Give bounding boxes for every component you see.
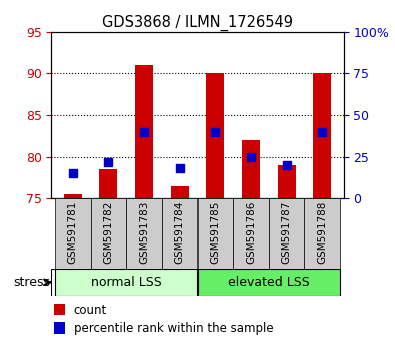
Point: [141, 129, 147, 135]
Bar: [305, 198, 340, 269]
Point: [212, 129, 218, 135]
Title: GDS3868 / ILMN_1726549: GDS3868 / ILMN_1726549: [102, 14, 293, 30]
Bar: [171, 186, 188, 198]
Bar: [278, 165, 295, 198]
Text: elevated LSS: elevated LSS: [228, 276, 310, 289]
Bar: [90, 198, 126, 269]
Bar: [162, 198, 198, 269]
Bar: [55, 269, 198, 296]
Bar: [198, 269, 340, 296]
Point: [177, 165, 183, 171]
Bar: [135, 65, 153, 198]
Point: [248, 154, 254, 159]
Bar: [198, 198, 233, 269]
Bar: [64, 194, 82, 198]
Text: GSM591788: GSM591788: [317, 200, 327, 264]
Bar: [100, 169, 117, 198]
Bar: [269, 198, 305, 269]
Text: GSM591787: GSM591787: [282, 200, 292, 264]
Text: percentile rank within the sample: percentile rank within the sample: [73, 322, 273, 335]
Text: GSM591786: GSM591786: [246, 200, 256, 264]
Text: GSM591785: GSM591785: [210, 200, 220, 264]
Text: stress: stress: [14, 276, 51, 289]
Point: [284, 162, 290, 168]
Bar: [207, 73, 224, 198]
Text: GSM591782: GSM591782: [103, 200, 113, 264]
Point: [105, 159, 111, 165]
Bar: [126, 198, 162, 269]
Bar: [54, 304, 65, 315]
Bar: [55, 198, 90, 269]
Text: GSM591784: GSM591784: [175, 200, 185, 264]
Bar: [313, 73, 331, 198]
Text: count: count: [73, 303, 107, 316]
Text: GSM591783: GSM591783: [139, 200, 149, 264]
Point: [70, 170, 76, 176]
Bar: [233, 198, 269, 269]
Bar: [242, 140, 260, 198]
Point: [319, 129, 325, 135]
Bar: [54, 322, 65, 334]
Text: normal LSS: normal LSS: [91, 276, 162, 289]
Text: GSM591781: GSM591781: [68, 200, 78, 264]
